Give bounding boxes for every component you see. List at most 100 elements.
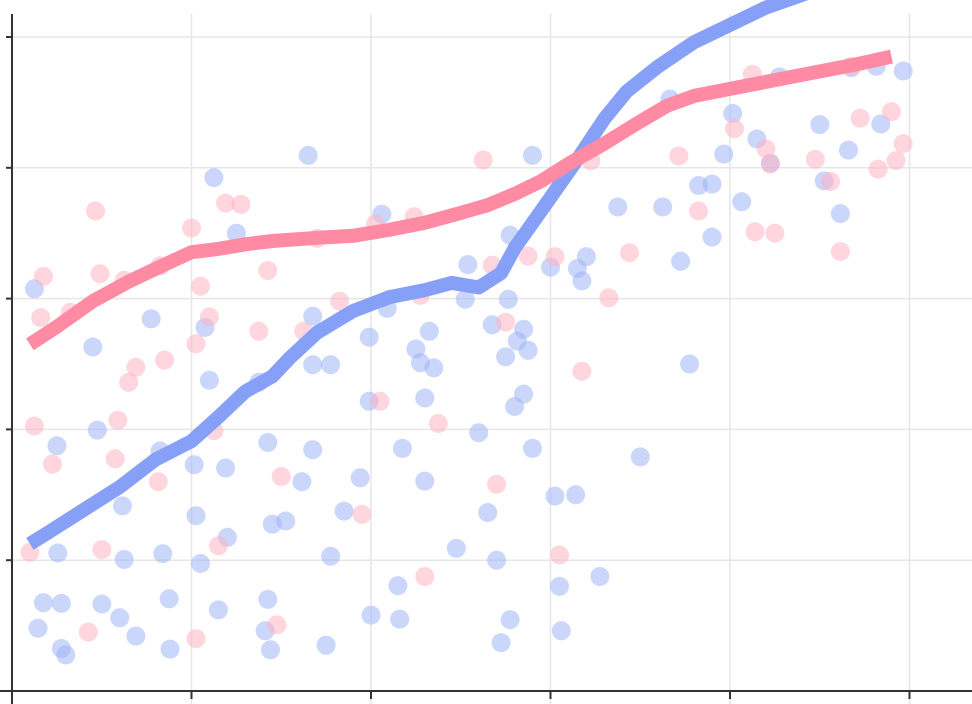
trend-lines xyxy=(26,0,894,550)
blue-data-point xyxy=(566,485,586,505)
blue-data-point xyxy=(292,472,312,492)
blue-data-point xyxy=(261,640,280,660)
blue-data-point xyxy=(572,271,592,291)
red-data-point xyxy=(352,504,372,524)
blue-data-point xyxy=(186,506,206,526)
red-data-point xyxy=(216,193,236,213)
red-data-point xyxy=(550,545,569,565)
red-data-point xyxy=(186,629,206,649)
red-data-point xyxy=(428,414,448,433)
blue-data-point xyxy=(830,204,850,224)
blue-data-point xyxy=(390,609,410,629)
red-data-point xyxy=(545,247,565,267)
blue-data-point xyxy=(732,192,752,212)
blue-data-point xyxy=(714,144,734,164)
blue-trend-line xyxy=(26,0,809,550)
blue-data-point xyxy=(276,511,296,531)
blue-data-point xyxy=(680,354,700,374)
red-data-point xyxy=(830,242,850,261)
blue-data-point xyxy=(500,610,520,630)
red-data-point xyxy=(119,372,139,392)
blue-data-point xyxy=(126,626,146,646)
blue-data-point xyxy=(576,247,596,267)
blue-data-point xyxy=(810,115,830,135)
red-data-point xyxy=(689,201,709,221)
red-data-point xyxy=(850,108,870,128)
red-data-point xyxy=(893,134,913,154)
blue-data-point xyxy=(303,440,323,460)
blue-data-point xyxy=(204,168,224,188)
red-data-point xyxy=(599,288,619,308)
blue-data-point xyxy=(702,174,722,194)
red-data-point xyxy=(31,308,51,328)
blue-data-point xyxy=(550,576,569,596)
blue-data-point xyxy=(478,503,498,522)
blue-data-point xyxy=(28,618,48,638)
red-data-point xyxy=(745,222,765,242)
red-data-point xyxy=(186,334,206,354)
blue-data-point xyxy=(630,447,650,467)
blue-data-point xyxy=(839,140,858,160)
red-data-point xyxy=(473,150,493,170)
red-trend-line xyxy=(26,49,894,351)
blue-data-point xyxy=(359,327,379,347)
red-data-point xyxy=(267,615,287,635)
blue-data-point xyxy=(514,319,534,339)
blue-data-point xyxy=(110,608,130,628)
red-data-point xyxy=(126,357,146,377)
blue-data-point xyxy=(114,550,134,569)
blue-data-point xyxy=(551,621,571,641)
blue-data-point xyxy=(316,635,336,655)
blue-data-point xyxy=(487,550,507,570)
blue-data-point xyxy=(303,306,323,326)
blue-data-point xyxy=(112,496,132,516)
blue-data-point xyxy=(160,639,180,659)
blue-data-point xyxy=(258,433,278,452)
blue-data-point xyxy=(321,546,341,566)
blue-data-point xyxy=(83,337,103,357)
axes xyxy=(0,14,972,704)
red-data-point xyxy=(886,151,906,171)
blue-data-point xyxy=(653,197,673,217)
red-data-point xyxy=(182,218,201,238)
blue-data-point xyxy=(208,600,228,620)
red-data-point xyxy=(821,172,840,191)
red-data-point xyxy=(330,291,350,311)
blue-data-point xyxy=(153,544,173,564)
red-data-point xyxy=(199,307,219,327)
red-data-point xyxy=(24,416,44,436)
red-data-point xyxy=(805,149,825,169)
blue-data-point xyxy=(446,538,466,558)
blue-data-point xyxy=(56,645,76,665)
blue-data-point xyxy=(415,471,435,491)
blue-data-point xyxy=(419,321,439,341)
red-data-point xyxy=(760,154,780,174)
red-data-point xyxy=(518,246,538,266)
blue-data-point xyxy=(523,438,542,458)
blue-data-point xyxy=(48,543,68,563)
blue-data-point xyxy=(51,593,71,613)
blue-data-point xyxy=(388,576,408,596)
red-data-point xyxy=(669,146,689,166)
blue-data-point xyxy=(469,423,489,443)
red-data-point xyxy=(882,102,901,122)
red-data-point xyxy=(108,410,128,430)
blue-data-point xyxy=(498,289,518,309)
red-data-point xyxy=(487,474,507,494)
blue-data-point xyxy=(523,145,542,165)
blue-data-point xyxy=(496,347,516,367)
blue-data-point xyxy=(199,370,219,390)
blue-data-point xyxy=(334,501,354,521)
blue-data-point xyxy=(303,355,323,375)
blue-data-point xyxy=(514,384,534,404)
red-data-point xyxy=(725,119,744,139)
blue-data-point xyxy=(415,388,435,408)
red-data-point xyxy=(231,194,251,214)
blue-data-point xyxy=(671,251,691,271)
red-data-point xyxy=(572,361,592,381)
blue-data-point xyxy=(893,61,913,81)
red-data-point xyxy=(249,321,269,341)
red-data-point xyxy=(415,567,435,586)
blue-data-point xyxy=(258,589,278,609)
red-data-point xyxy=(42,454,62,474)
